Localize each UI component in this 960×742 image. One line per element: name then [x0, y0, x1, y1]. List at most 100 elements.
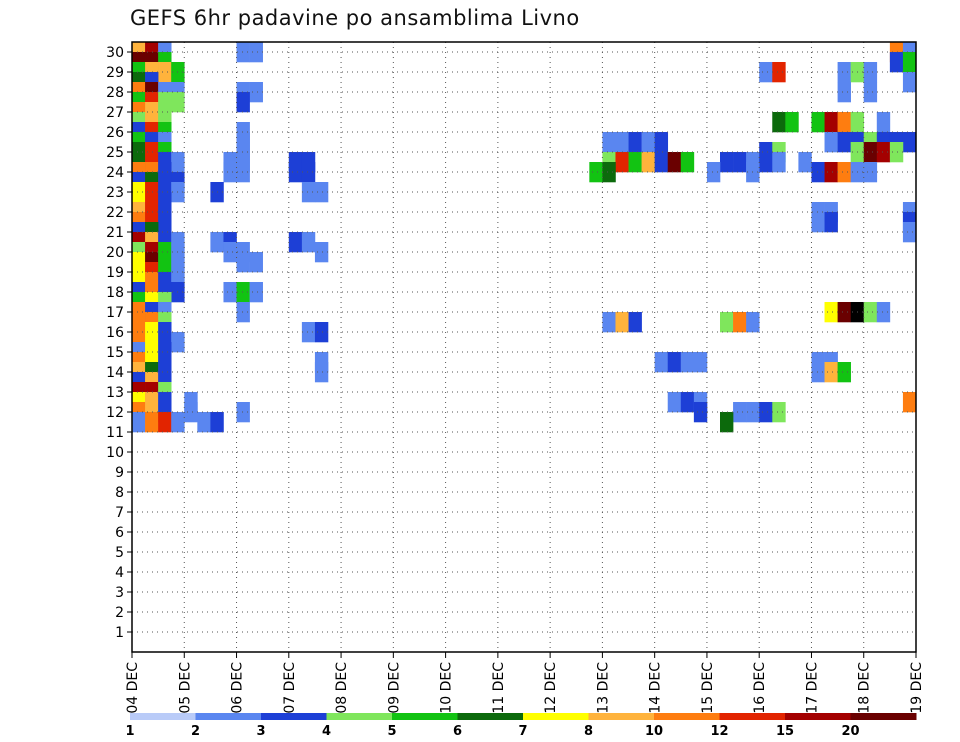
precip-cell [288, 232, 303, 253]
x-tick-label: 12 DEC [543, 662, 559, 714]
precip-cell [720, 152, 734, 173]
colorbar-label: 15 [776, 724, 794, 739]
colorbar-segment [130, 713, 196, 720]
colorbar-segment [523, 713, 589, 720]
x-tick-label: 11 DEC [491, 662, 507, 714]
precip-cell [314, 242, 329, 263]
y-tick-label: 12 [106, 405, 124, 421]
precip-cell [236, 282, 250, 303]
precip-cell [863, 162, 878, 183]
precip-cell [824, 112, 838, 133]
precip-cell [693, 402, 708, 423]
y-tick-label: 29 [106, 65, 124, 81]
precip-cell [693, 352, 708, 373]
precip-cell [171, 92, 185, 113]
colorbar-segment [654, 713, 720, 720]
precip-cell [223, 242, 237, 263]
precip-cell [171, 412, 185, 433]
y-tick-label: 19 [106, 265, 124, 281]
y-tick-label: 10 [106, 445, 124, 461]
precip-cell [236, 162, 250, 183]
colorbar-segment [850, 713, 917, 720]
precip-cell [667, 392, 682, 413]
precip-cell [863, 82, 878, 103]
precip-cell [210, 412, 224, 433]
precip-cell [615, 312, 629, 333]
colorbar-segment [785, 713, 851, 720]
precip-cell [314, 322, 329, 343]
precip-cell [772, 152, 786, 173]
precip-cell [785, 112, 799, 133]
precip-cell [641, 152, 655, 173]
precip-cell [837, 62, 851, 83]
precip-cell [876, 302, 891, 323]
precip-cell [223, 282, 237, 303]
x-tick-label: 07 DEC [282, 662, 298, 714]
colorbar-label: 12 [710, 724, 728, 739]
precip-cell [641, 132, 655, 153]
precip-cell [811, 112, 825, 133]
x-tick-label: 18 DEC [857, 662, 873, 714]
x-tick-label: 05 DEC [177, 662, 193, 714]
precip-cell [811, 362, 825, 383]
precip-cell [602, 132, 616, 153]
precip-cell [772, 402, 786, 423]
precip-cell [733, 402, 747, 423]
y-tick-label: 26 [106, 125, 124, 141]
y-tick-label: 9 [115, 465, 124, 481]
precip-cell [236, 302, 250, 323]
x-tick-label: 15 DEC [700, 662, 716, 714]
precip-cell [314, 362, 329, 383]
precip-cell [772, 62, 786, 83]
x-tick-label: 08 DEC [334, 662, 350, 714]
precip-cell [171, 332, 185, 353]
precip-cell [288, 162, 303, 183]
y-tick-label: 18 [106, 285, 124, 301]
precip-cell [863, 62, 878, 83]
precip-cell [654, 132, 669, 153]
precip-cell [680, 152, 695, 173]
y-tick-label: 8 [115, 485, 124, 501]
precip-cell [171, 152, 185, 173]
x-tick-label: 13 DEC [595, 662, 611, 714]
y-tick-label: 25 [106, 145, 124, 161]
precip-cell [733, 312, 747, 333]
precip-cell [589, 162, 603, 183]
precip-cell [837, 362, 851, 383]
y-tick-label: 14 [106, 365, 124, 381]
y-tick-label: 23 [106, 185, 124, 201]
precip-cell [210, 232, 224, 253]
y-tick-label: 11 [106, 425, 124, 441]
precip-cell [706, 162, 721, 183]
y-tick-label: 15 [106, 345, 124, 361]
y-tick-label: 22 [106, 205, 124, 221]
y-tick-label: 27 [106, 105, 124, 121]
y-tick-label: 1 [115, 625, 124, 641]
precip-cell [863, 142, 878, 163]
precip-cell [759, 152, 773, 173]
precip-cell [615, 152, 629, 173]
y-tick-label: 28 [106, 85, 124, 101]
plot-frame [131, 41, 917, 653]
precip-cell [680, 392, 695, 413]
precip-cell [628, 312, 642, 333]
x-tick-label: 06 DEC [230, 662, 246, 714]
precip-cell [759, 402, 773, 423]
colorbar-segment [261, 713, 327, 720]
precip-cell [236, 252, 250, 273]
colorbar-label: 3 [256, 724, 265, 739]
precip-cell [902, 132, 917, 153]
precip-cell [680, 352, 695, 373]
precip-cell [889, 52, 904, 73]
precip-cell [249, 252, 263, 273]
x-tick-label: 16 DEC [752, 662, 768, 714]
y-tick-label: 30 [106, 45, 124, 61]
precip-cell [236, 92, 250, 113]
precip-cell [249, 282, 263, 303]
y-tick-label: 6 [115, 525, 124, 541]
precip-cell [223, 162, 237, 183]
precip-cell [902, 392, 917, 413]
precip-cell [249, 82, 263, 103]
y-tick-label: 4 [115, 565, 124, 581]
precip-cell [824, 362, 838, 383]
